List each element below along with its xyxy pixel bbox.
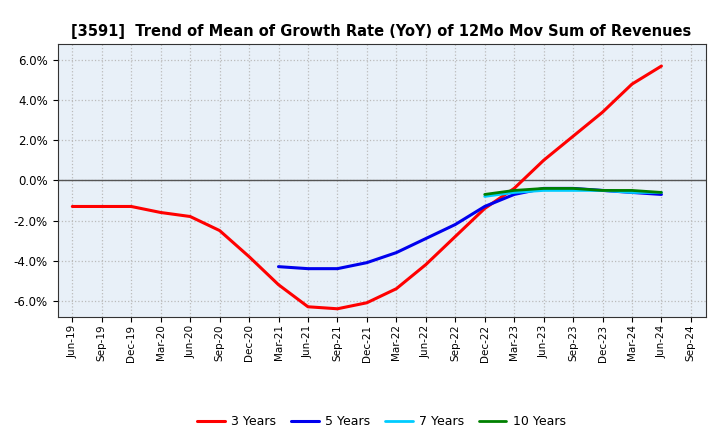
10 Years bbox=[657, 190, 666, 195]
3 Years bbox=[628, 81, 636, 87]
10 Years bbox=[628, 188, 636, 193]
3 Years bbox=[392, 286, 400, 291]
10 Years bbox=[598, 188, 607, 193]
3 Years bbox=[510, 186, 518, 191]
7 Years bbox=[598, 188, 607, 193]
5 Years bbox=[598, 188, 607, 193]
3 Years bbox=[304, 304, 312, 309]
3 Years bbox=[333, 306, 342, 312]
3 Years bbox=[156, 210, 165, 215]
3 Years bbox=[186, 214, 194, 219]
3 Years bbox=[68, 204, 76, 209]
5 Years bbox=[569, 186, 577, 191]
5 Years bbox=[451, 222, 459, 227]
10 Years bbox=[569, 186, 577, 191]
5 Years bbox=[304, 266, 312, 271]
10 Years bbox=[510, 188, 518, 193]
3 Years bbox=[480, 206, 489, 211]
7 Years bbox=[480, 194, 489, 199]
5 Years bbox=[333, 266, 342, 271]
7 Years bbox=[628, 190, 636, 195]
5 Years bbox=[510, 192, 518, 197]
3 Years bbox=[421, 262, 430, 267]
5 Years bbox=[274, 264, 283, 269]
Legend: 3 Years, 5 Years, 7 Years, 10 Years: 3 Years, 5 Years, 7 Years, 10 Years bbox=[192, 411, 571, 433]
3 Years bbox=[569, 134, 577, 139]
7 Years bbox=[510, 190, 518, 195]
5 Years bbox=[628, 190, 636, 195]
7 Years bbox=[657, 190, 666, 195]
3 Years bbox=[598, 110, 607, 115]
3 Years bbox=[451, 234, 459, 239]
3 Years bbox=[97, 204, 106, 209]
5 Years bbox=[363, 260, 372, 265]
7 Years bbox=[539, 188, 548, 193]
3 Years bbox=[274, 282, 283, 287]
Title: [3591]  Trend of Mean of Growth Rate (YoY) of 12Mo Mov Sum of Revenues: [3591] Trend of Mean of Growth Rate (YoY… bbox=[71, 24, 692, 39]
5 Years bbox=[421, 236, 430, 241]
Line: 10 Years: 10 Years bbox=[485, 188, 662, 194]
5 Years bbox=[480, 204, 489, 209]
Line: 7 Years: 7 Years bbox=[485, 191, 662, 196]
5 Years bbox=[657, 192, 666, 197]
3 Years bbox=[245, 254, 253, 259]
10 Years bbox=[480, 192, 489, 197]
7 Years bbox=[569, 188, 577, 193]
3 Years bbox=[363, 300, 372, 305]
3 Years bbox=[215, 228, 224, 233]
3 Years bbox=[539, 158, 548, 163]
Line: 3 Years: 3 Years bbox=[72, 66, 662, 309]
5 Years bbox=[539, 186, 548, 191]
3 Years bbox=[127, 204, 135, 209]
5 Years bbox=[392, 250, 400, 255]
Line: 5 Years: 5 Years bbox=[279, 188, 662, 269]
10 Years bbox=[539, 186, 548, 191]
3 Years bbox=[657, 63, 666, 69]
